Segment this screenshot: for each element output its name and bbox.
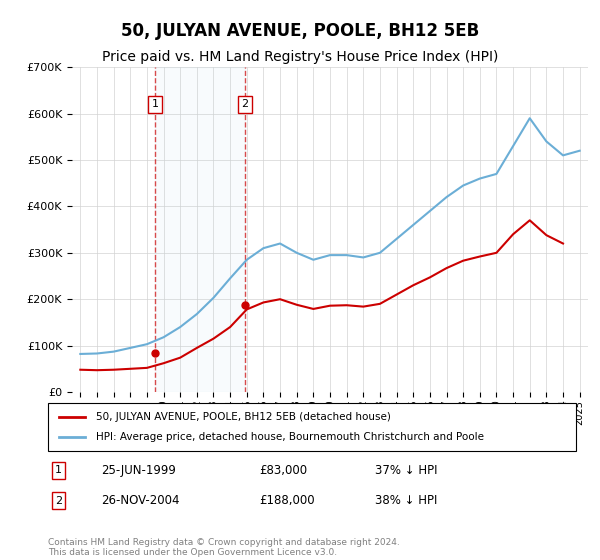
- FancyBboxPatch shape: [48, 403, 576, 451]
- Text: 2: 2: [55, 496, 62, 506]
- Text: 50, JULYAN AVENUE, POOLE, BH12 5EB (detached house): 50, JULYAN AVENUE, POOLE, BH12 5EB (deta…: [95, 412, 391, 422]
- Text: Price paid vs. HM Land Registry's House Price Index (HPI): Price paid vs. HM Land Registry's House …: [102, 50, 498, 64]
- Text: 1: 1: [152, 99, 159, 109]
- Text: Contains HM Land Registry data © Crown copyright and database right 2024.
This d: Contains HM Land Registry data © Crown c…: [48, 538, 400, 557]
- Text: 26-NOV-2004: 26-NOV-2004: [101, 494, 179, 507]
- Text: 2: 2: [242, 99, 248, 109]
- Text: 38% ↓ HPI: 38% ↓ HPI: [376, 494, 438, 507]
- Bar: [155, 67, 245, 392]
- Text: £188,000: £188,000: [259, 494, 315, 507]
- Text: HPI: Average price, detached house, Bournemouth Christchurch and Poole: HPI: Average price, detached house, Bour…: [95, 432, 484, 442]
- Text: 37% ↓ HPI: 37% ↓ HPI: [376, 464, 438, 477]
- Text: £83,000: £83,000: [259, 464, 307, 477]
- Text: 25-JUN-1999: 25-JUN-1999: [101, 464, 176, 477]
- Text: 50, JULYAN AVENUE, POOLE, BH12 5EB: 50, JULYAN AVENUE, POOLE, BH12 5EB: [121, 22, 479, 40]
- Text: 1: 1: [55, 465, 62, 475]
